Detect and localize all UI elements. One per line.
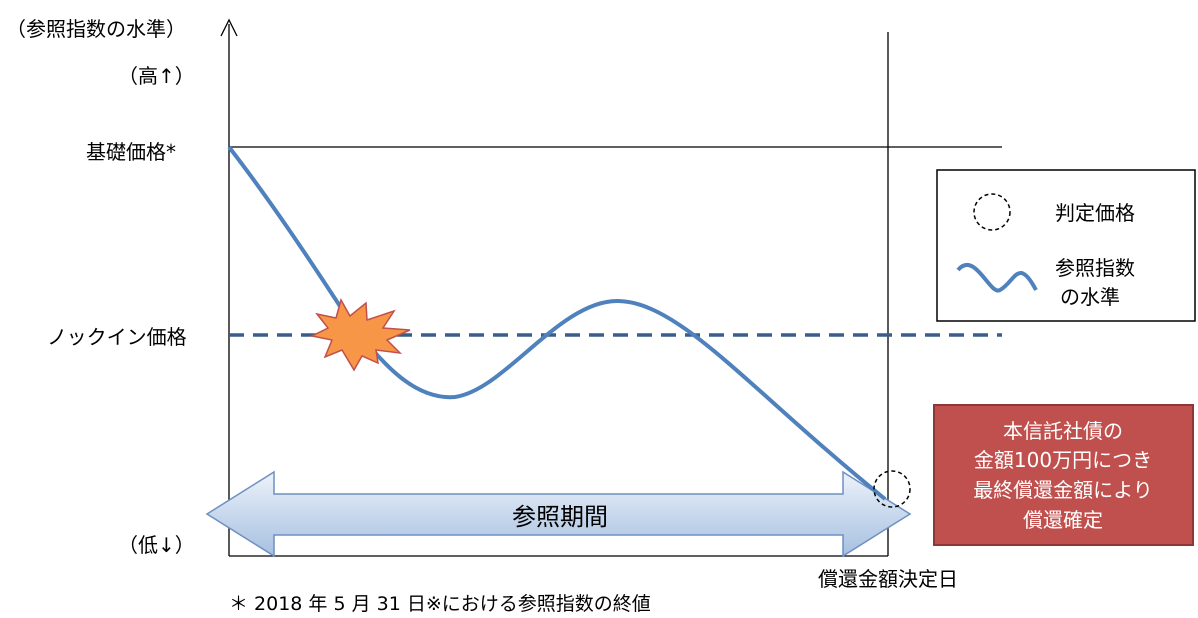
index-level-curve	[227, 145, 887, 501]
callout-line4: 償還確定	[1023, 508, 1103, 532]
legend-judgment-price-icon	[973, 193, 1011, 231]
footnote: ＊ 2018 年 5 月 31 日※における参照指数の終値	[229, 593, 651, 615]
knock-in-burst-icon	[309, 298, 411, 372]
callout-line2: 金額100万円につき	[974, 448, 1152, 472]
reference-period-label: 参照期間	[512, 503, 608, 531]
determination-date-label: 償還金額決定日	[818, 567, 958, 591]
redemption-callout-box	[933, 404, 1194, 546]
reference-period-arrow	[205, 470, 912, 558]
y-axis-arrowhead	[220, 18, 238, 37]
y-axis-title: （参照指数の水準）	[6, 17, 186, 41]
low-label: （低↓）	[118, 533, 195, 557]
legend-index-level-icon	[956, 263, 1038, 293]
judgment-price-circle	[873, 470, 911, 508]
legend-index-level-label-line2: の水準	[1060, 285, 1120, 309]
base-price-label: 基礎価格*	[86, 140, 176, 164]
high-label: （高↑）	[118, 64, 195, 88]
knock-in-price-label: ノックイン価格	[47, 325, 187, 349]
legend-judgment-price-label: 判定価格	[1055, 201, 1135, 225]
callout-line3: 最終償還金額により	[973, 478, 1153, 502]
callout-line1: 本信託社債の	[1003, 419, 1123, 443]
legend-index-level-label-line1: 参照指数	[1055, 256, 1135, 280]
legend-box	[936, 169, 1196, 322]
